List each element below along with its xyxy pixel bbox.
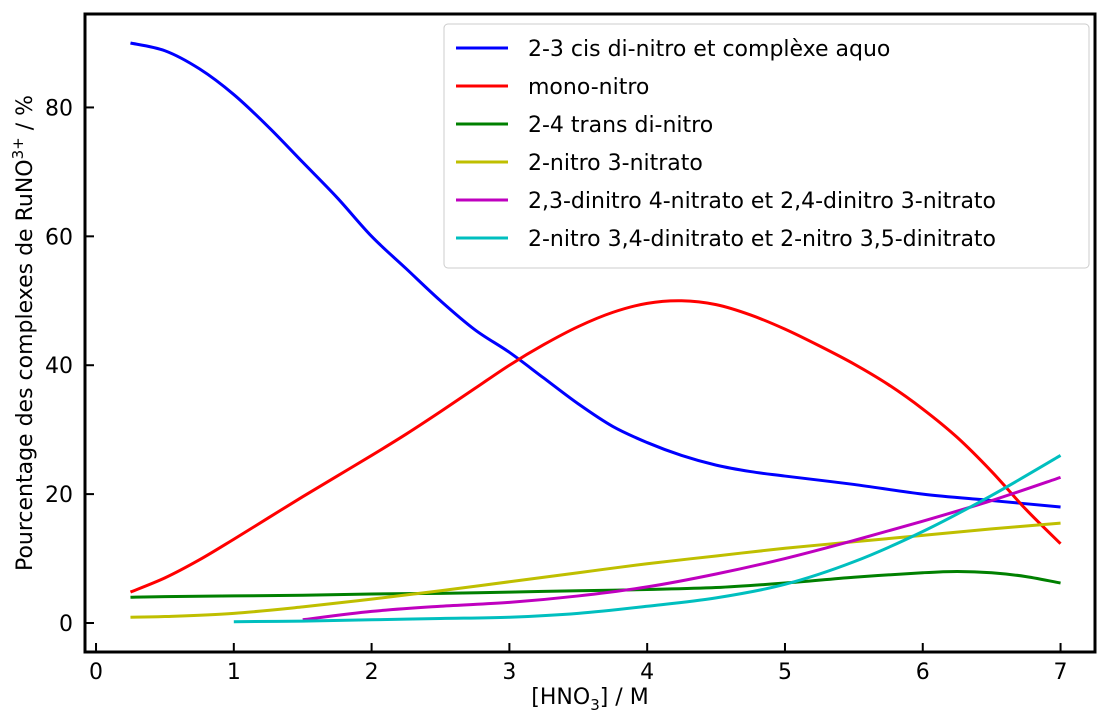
legend-label: 2,3-dinitro 4-nitrato et 2,4-dinitro 3-n…: [528, 189, 996, 214]
x-tick-label: 5: [778, 660, 792, 685]
y-axis-label: Pourcentage des complexes de RuNO3+ / %: [9, 95, 38, 571]
series-line-3: [130, 569, 1061, 599]
legend-label: 2-3 cis di-nitro et complèxe aquo: [528, 37, 890, 62]
series-line-2: [129, 299, 1062, 594]
legend-label: 2-4 trans di-nitro: [528, 113, 713, 138]
y-tick-label: 0: [59, 612, 73, 637]
x-tick-label: 1: [227, 660, 241, 685]
legend: 2-3 cis di-nitro et complèxe aquo mono-ni…: [443, 23, 1090, 269]
y-tick-label: 20: [45, 483, 73, 508]
legend-label: 2-nitro 3-nitrato: [528, 151, 703, 176]
series-line-4: [130, 521, 1061, 619]
series-line-1: [130, 41, 1061, 509]
legend-label: 2-nitro 3,4-dinitrato et 2-nitro 3,5-din…: [528, 227, 996, 252]
x-tick-label: 3: [502, 660, 516, 685]
x-tick-label: 7: [1054, 660, 1068, 685]
y-axis-ticks: 0 20 40 60 80: [45, 96, 94, 637]
series-line-6: [233, 454, 1062, 624]
legend-box: [443, 23, 1090, 269]
y-tick-label: 80: [45, 96, 73, 121]
series-layer: [129, 41, 1062, 624]
x-axis-ticks: 0 1 2 3 4 5 6 7: [89, 643, 1068, 685]
legend-label: mono-nitro: [528, 75, 649, 100]
x-tick-label: 0: [89, 660, 103, 685]
x-axis-label: [HNO3] / M: [531, 685, 648, 712]
series-line-5: [302, 475, 1062, 622]
x-tick-label: 6: [916, 660, 930, 685]
x-tick-label: 2: [365, 660, 379, 685]
plot-frame: [83, 12, 1097, 654]
x-tick-label: 4: [640, 660, 654, 685]
y-tick-label: 60: [45, 225, 73, 250]
y-tick-label: 40: [45, 354, 73, 379]
